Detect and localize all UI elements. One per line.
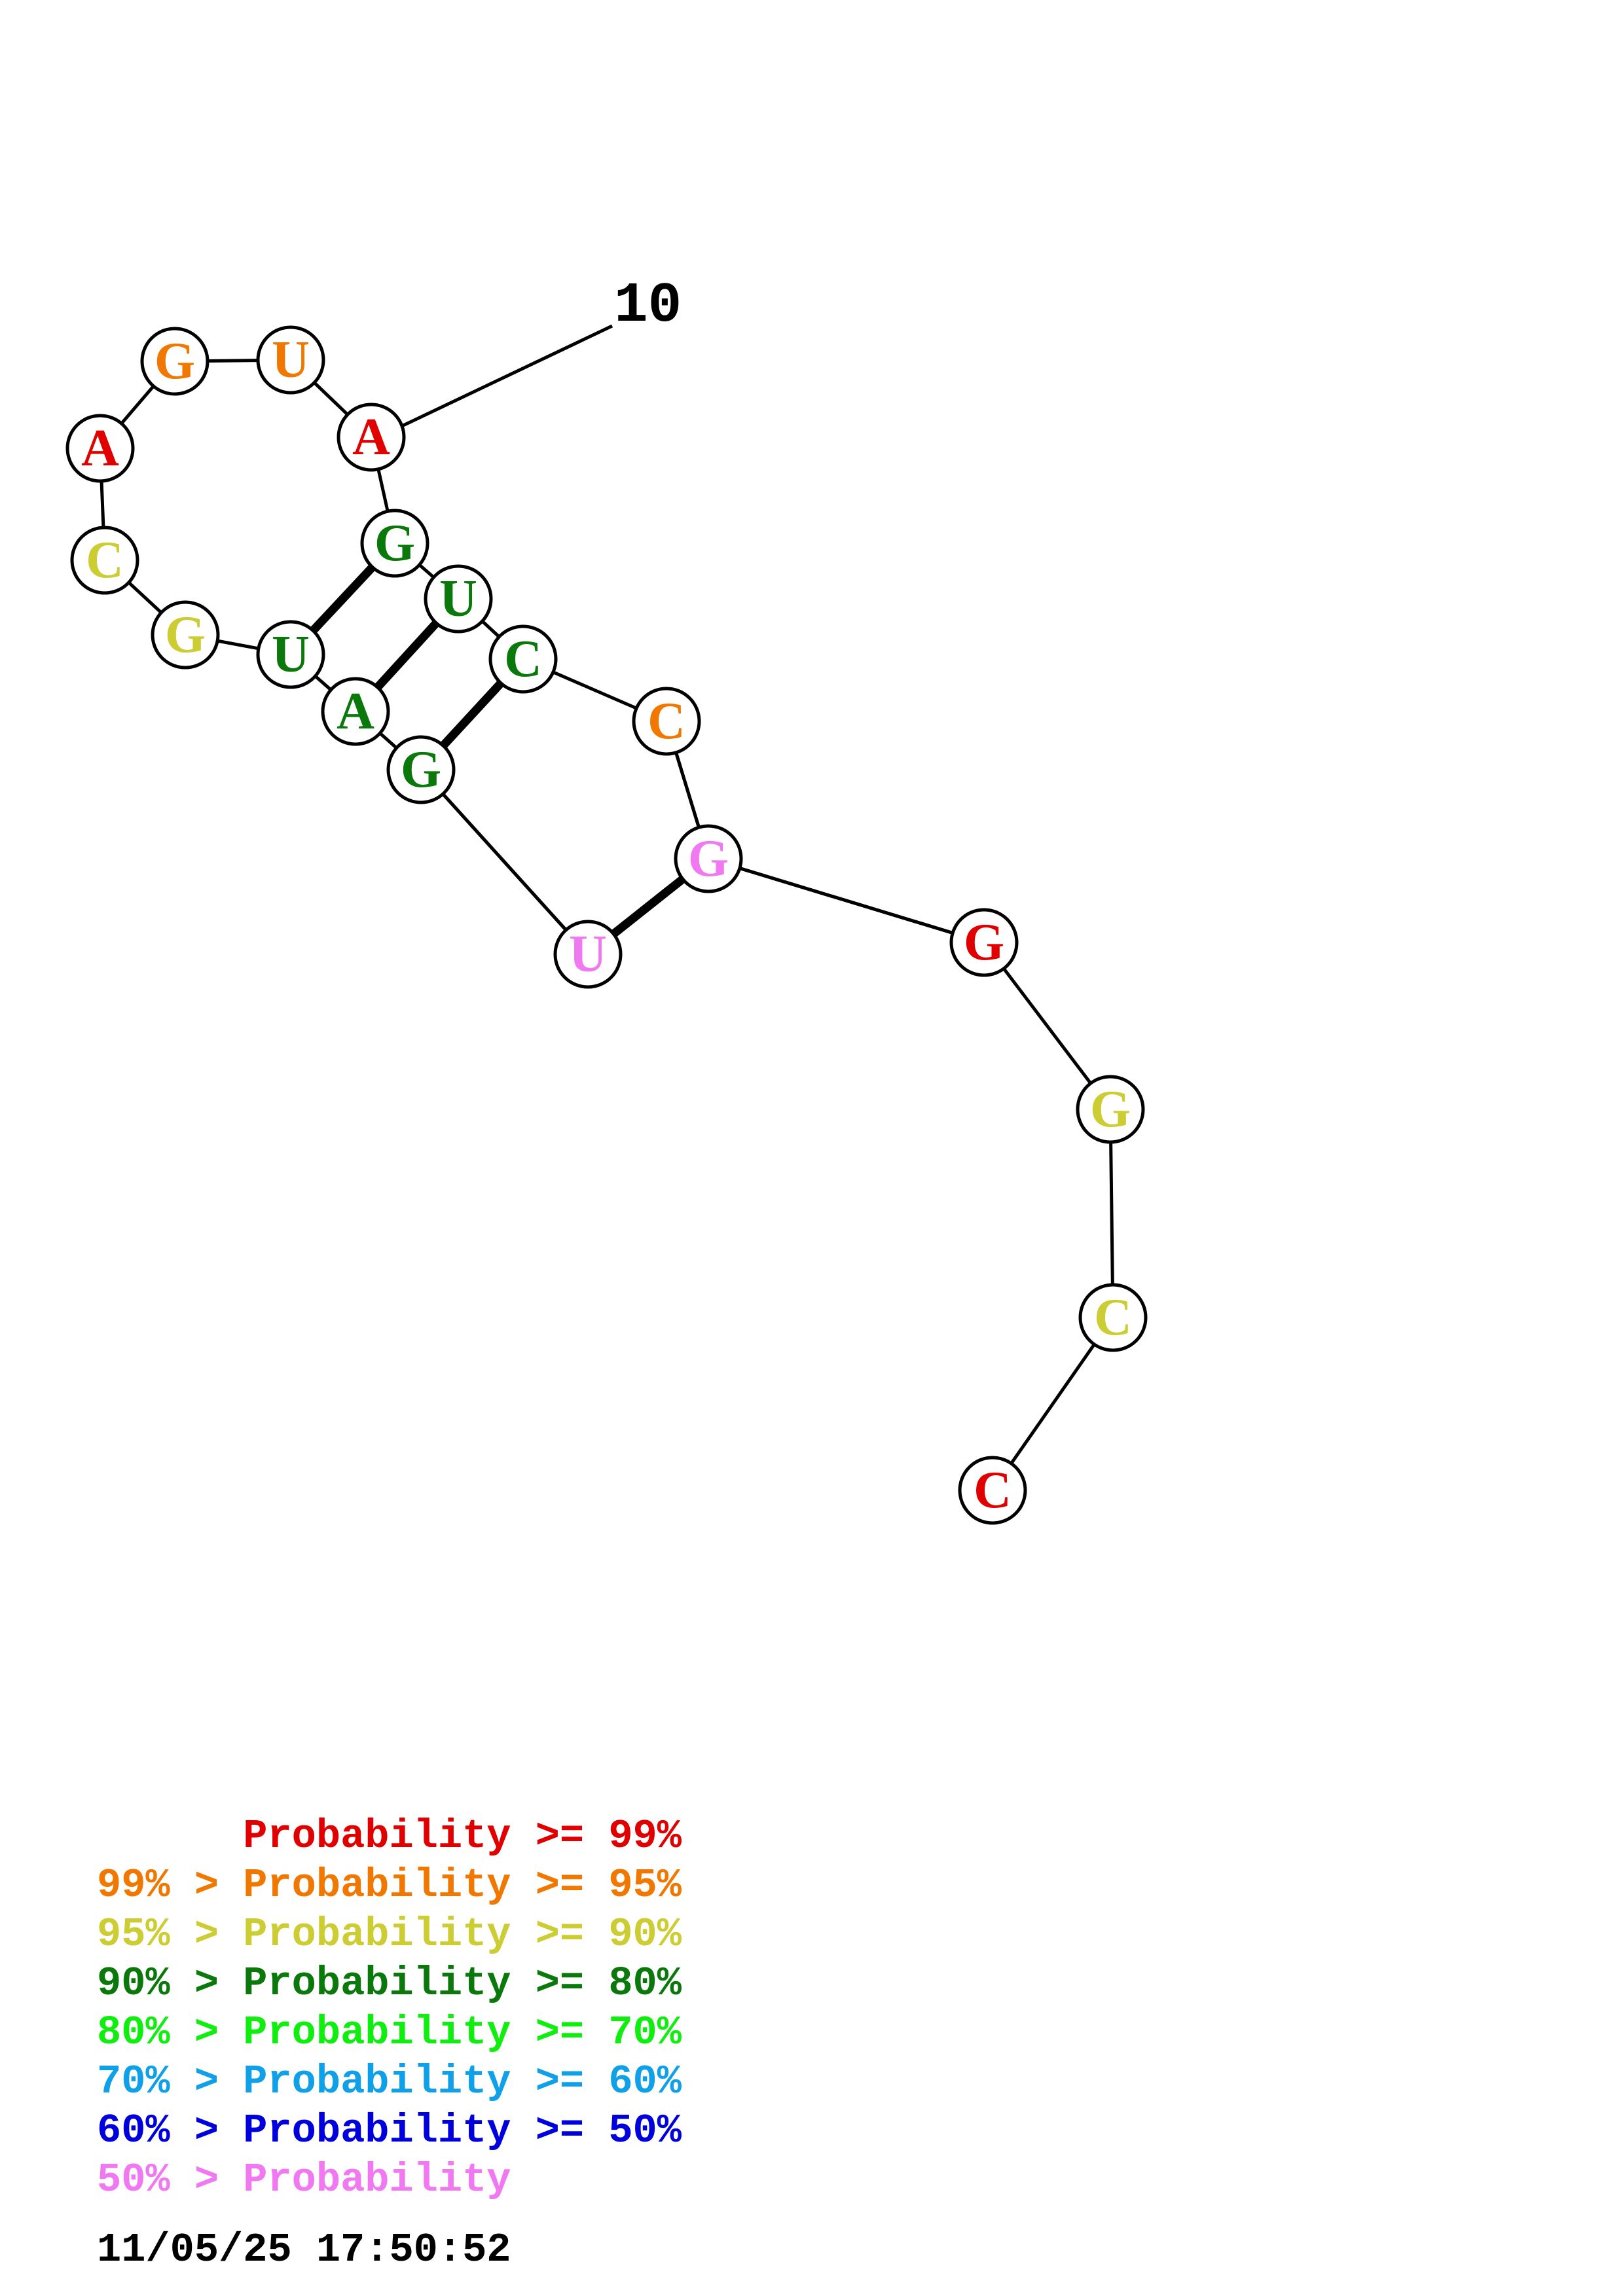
legend-prefix: 60% > — [97, 2108, 244, 2154]
legend-prefix: 80% > — [97, 2009, 244, 2056]
nucleotide-c: C — [1078, 1283, 1148, 1352]
nucleotide-circle — [140, 327, 210, 396]
backbone-link — [991, 1316, 1115, 1492]
nucleotide-letter: U — [569, 925, 607, 983]
nucleotide-circle — [1078, 1283, 1148, 1352]
nucleotide-letter: C — [504, 630, 542, 688]
legend-prefix — [97, 1813, 243, 1859]
nucleotide-circle — [488, 624, 558, 694]
nucleotide-circle — [70, 526, 139, 595]
legend-text: Probability — [243, 2157, 511, 2203]
nucleotide-circle — [424, 564, 493, 634]
nucleotide-circle — [256, 325, 325, 395]
nucleotide-c: C — [488, 624, 558, 694]
nucleotide-g: G — [949, 908, 1019, 977]
nucleotide-a: A — [337, 403, 406, 472]
nucleotide-letter: G — [374, 514, 415, 572]
legend-text: Probability >= 50% — [243, 2108, 682, 2154]
legend-entry: 70% > Probability >= 60% — [97, 2057, 682, 2106]
legend-prefix: 95% > — [97, 1911, 244, 1958]
nucleotide-u: U — [256, 620, 325, 689]
legend-prefix: 70% > — [97, 2058, 244, 2105]
nucleotide-c: C — [632, 687, 701, 756]
nucleotide-u: U — [553, 920, 623, 989]
nucleotide-letter: C — [86, 531, 124, 589]
nucleotide-a: A — [321, 677, 390, 746]
nucleotide-circle — [386, 735, 456, 804]
legend-text: Probability >= 99% — [243, 1813, 682, 1859]
nucleotide-u: U — [256, 325, 325, 395]
nucleotide-c: C — [70, 526, 139, 595]
nucleotide-circle — [949, 908, 1019, 977]
position-tick — [377, 324, 613, 439]
nucleotide-g: G — [386, 735, 456, 804]
legend-entry: 90% > Probability >= 80% — [97, 1959, 682, 2008]
nucleotide-letter: U — [272, 626, 310, 683]
nucleotide-letter: G — [688, 830, 729, 888]
legend-text: Probability >= 95% — [243, 1862, 682, 1909]
nucleotide-g: G — [1076, 1075, 1145, 1144]
nucleotide-circle — [553, 920, 623, 989]
position-label: 10 — [614, 274, 682, 338]
legend-entry: 99% > Probability >= 95% — [97, 1861, 682, 1910]
legend-text: Probability >= 70% — [243, 2009, 682, 2056]
legend-text: Probability >= 90% — [243, 1911, 682, 1958]
nucleotide-g: G — [360, 509, 429, 578]
nucleotide-letter: G — [155, 332, 195, 390]
legend-prefix: 50% > — [97, 2157, 244, 2203]
legend-entry: 95% > Probability >= 90% — [97, 1910, 682, 1959]
nucleotide-letter: G — [165, 606, 206, 664]
legend-prefix: 90% > — [97, 1960, 244, 2007]
nucleotide-letter: G — [401, 741, 441, 798]
nucleotide-letter: A — [81, 420, 119, 477]
nucleotide-circle — [958, 1456, 1027, 1525]
legend-entry: 60% > Probability >= 50% — [97, 2106, 682, 2155]
nucleotide-letter: U — [272, 331, 310, 389]
backbone-link — [708, 857, 985, 944]
nucleotide-letter: C — [647, 692, 685, 750]
nucleotide-circle — [674, 824, 743, 893]
nucleotide-circle — [321, 677, 390, 746]
nucleotide-g: G — [674, 824, 743, 893]
legend-entry: Probability >= 99% — [97, 1812, 682, 1861]
backbone-link — [420, 768, 589, 956]
nucleotide-circle — [632, 687, 701, 756]
nucleotide-circle — [256, 620, 325, 689]
nucleotide-letter: A — [352, 408, 390, 466]
nucleotide-circle — [1076, 1075, 1145, 1144]
nucleotide-g: G — [151, 600, 220, 670]
legend-entry: 50% > Probability — [97, 2155, 682, 2204]
nucleotide-u: U — [424, 564, 493, 634]
legend-prefix: 99% > — [97, 1862, 244, 1909]
legend-text: Probability >= 80% — [243, 1960, 682, 2007]
backbone-link — [1108, 1109, 1115, 1318]
nucleotide-circle — [360, 509, 429, 578]
base-pairs — [287, 540, 712, 958]
nucleotide-letter: G — [1090, 1081, 1131, 1138]
nucleotide-c: C — [958, 1456, 1027, 1525]
nucleotide-letter: C — [1094, 1289, 1132, 1346]
nucleotide-circle — [65, 414, 135, 483]
probability-legend: Probability >= 99% 99% > Probability >= 9… — [97, 1812, 682, 2204]
nucleotide-letter: G — [964, 914, 1004, 971]
nucleotide-circle — [337, 403, 406, 472]
nucleotide-letter: A — [337, 683, 374, 740]
legend-entry: 80% > Probability >= 70% — [97, 2008, 682, 2057]
nucleotide-letter: C — [974, 1462, 1012, 1519]
nucleotide-letter: U — [439, 570, 477, 628]
nucleotide-a: A — [65, 414, 135, 483]
nucleotide-circle — [151, 600, 220, 670]
backbone-link — [983, 941, 1112, 1111]
nucleotide-g: G — [140, 327, 210, 396]
timestamp: 11/05/25 17:50:52 — [97, 2227, 511, 2273]
legend-text: Probability >= 60% — [243, 2058, 682, 2105]
